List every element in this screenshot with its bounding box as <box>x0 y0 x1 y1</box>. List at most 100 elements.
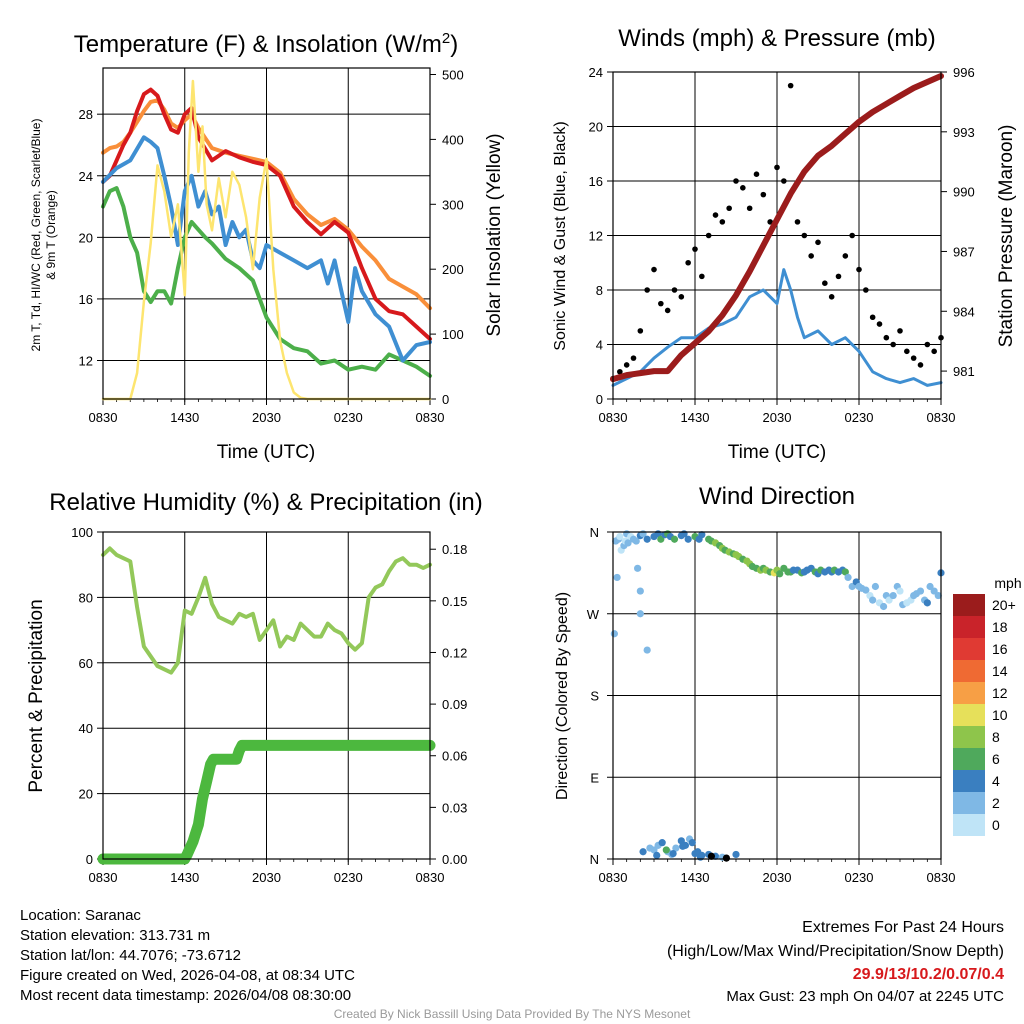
extremes-fields: (High/Low/Max Wind/Precipitation/Snow De… <box>666 943 1004 960</box>
winds-series-gust <box>794 219 801 225</box>
wdir-xtick-label: 2030 <box>763 870 792 885</box>
winds-series-gust <box>630 355 637 361</box>
winds-ytick-label: 16 <box>589 174 603 189</box>
rh-series-relative-humidity <box>101 546 432 675</box>
wdir-ytick-label: E <box>590 770 599 785</box>
rh-ylabel: Percent & Precipitation <box>26 599 47 792</box>
rh-xtick-label: 0830 <box>89 870 118 885</box>
colorbar-swatch <box>953 594 985 616</box>
colorbar-title: mph <box>994 575 1021 591</box>
wdir-point <box>880 602 888 611</box>
rh-y2tick-label: 0.18 <box>442 542 467 557</box>
wdir-point <box>732 850 740 859</box>
winds-xtick-label: 2030 <box>763 410 792 425</box>
latlon-text: Station lat/lon: 44.7076; -73.6712 <box>20 947 242 964</box>
temp-ytick-label: 20 <box>79 230 93 245</box>
temp-series-hi-wc <box>101 135 432 363</box>
winds-series-gust <box>644 287 650 293</box>
winds-series-gust <box>617 368 623 375</box>
winds-series-gust <box>774 164 780 171</box>
winds-y2tick-label: 984 <box>953 304 975 319</box>
winds-y2label: Station Pressure (Maroon) <box>996 125 1017 348</box>
wdir-point <box>610 630 618 638</box>
recent-data-text: Most recent data timestamp: 2026/04/08 0… <box>20 987 352 1004</box>
winds-series-gust <box>760 191 767 198</box>
colorbar-swatch <box>953 792 985 814</box>
temp-frame <box>102 67 431 400</box>
wdir-xtick-label: 1430 <box>681 870 710 885</box>
wdir-point <box>672 844 680 852</box>
rh-xtick-label: 1430 <box>170 870 199 885</box>
temp-xtick-label: 0830 <box>416 410 445 425</box>
wdir-point <box>841 568 849 576</box>
wdir-point <box>896 587 904 595</box>
extremes-values: 29.9/13/10.2/0.07/0.4 <box>852 966 1004 983</box>
temp-y2tick-label: 500 <box>442 67 464 82</box>
rh-ytick-label: 40 <box>79 721 93 736</box>
extremes-title: Extremes For Past 24 Hours <box>802 919 1004 936</box>
wdir-point <box>662 846 670 854</box>
colorbar-label: 0 <box>992 817 1000 833</box>
temp-ytick-label: 24 <box>79 169 93 184</box>
winds-title: Winds (mph) & Pressure (mb) <box>618 25 935 52</box>
wdir-point <box>616 532 624 541</box>
rh-ytick-label: 20 <box>79 787 93 802</box>
colorbar-label: 18 <box>992 619 1008 635</box>
temp-xlabel: Time (UTC) <box>217 442 316 463</box>
winds-series-gust <box>910 355 917 361</box>
temp-xtick-label: 2030 <box>252 410 281 425</box>
wdir-point <box>934 591 942 600</box>
temp-y2tick-label: 0 <box>442 392 449 407</box>
colorbar-label: 16 <box>992 641 1008 657</box>
winds-series-gust <box>699 273 705 280</box>
winds-series-sonic-wind <box>611 268 943 387</box>
colorbar-swatch <box>953 616 985 638</box>
rh-title: Relative Humidity (%) & Precipitation (i… <box>49 489 482 516</box>
winds-y2tick-label: 987 <box>953 244 975 259</box>
winds-series-gust <box>781 178 787 184</box>
rh-y2tick-label: 0.15 <box>442 594 467 609</box>
temp-y2tick-label: 300 <box>442 197 464 212</box>
winds-series-gust <box>733 178 739 184</box>
rh-y2tick-label: 0.06 <box>442 749 467 764</box>
wdir-point <box>613 573 621 582</box>
wdir-point <box>646 844 654 852</box>
winds-xtick-label: 0230 <box>845 410 874 425</box>
temp-series-2m-t <box>101 87 432 341</box>
wdir-point <box>776 570 784 578</box>
wdir-point <box>688 839 696 847</box>
wdir-point <box>722 854 731 862</box>
winds-series-gust <box>876 321 883 327</box>
temp-y2tick-label: 100 <box>442 327 464 342</box>
wdir-ytick-label: W <box>587 607 600 622</box>
wdir-point <box>871 582 880 591</box>
winds-ylabel: Sonic Wind & Gust (Blue, Black) <box>552 121 569 350</box>
winds-series-gust <box>664 307 671 314</box>
wdir-point <box>889 591 897 600</box>
wdir-point <box>624 539 632 547</box>
winds-series-gust <box>842 253 849 259</box>
rh-xtick-label: 0230 <box>334 870 363 885</box>
winds-xtick-label: 0830 <box>599 410 628 425</box>
winds-series-gust <box>692 246 698 252</box>
wdir-point <box>636 587 644 595</box>
wdir-ytick-label: N <box>590 852 599 867</box>
colorbar-swatch <box>953 814 985 836</box>
winds-series-gust <box>746 205 753 212</box>
rh-xtick-label: 2030 <box>252 870 281 885</box>
colorbar-swatch <box>953 770 985 792</box>
wdir-point <box>862 586 870 594</box>
winds-series-gust <box>849 232 855 239</box>
winds-series-gust <box>924 341 931 348</box>
rh-ytick-label: 100 <box>71 525 93 540</box>
colorbar-label: 4 <box>992 773 1000 789</box>
winds-series-gust <box>801 232 808 239</box>
rh-ytick-label: 60 <box>79 656 93 671</box>
wdir-xtick-label: 0230 <box>845 870 874 885</box>
winds-y2tick-label: 996 <box>953 65 975 80</box>
winds-series-gust <box>712 212 719 218</box>
temp-series-solar-insolation <box>101 79 432 401</box>
temp-series-9m-t <box>101 98 432 311</box>
temp-y2label: Solar Insolation (Yellow) <box>484 133 505 336</box>
wdir-point <box>634 564 642 572</box>
